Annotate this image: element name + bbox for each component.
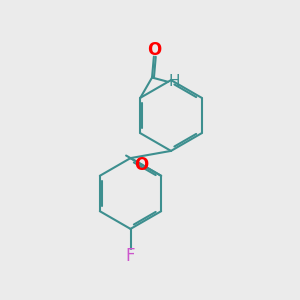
Text: H: H: [169, 74, 180, 89]
Text: O: O: [134, 155, 149, 173]
Text: O: O: [147, 41, 161, 59]
Text: F: F: [126, 247, 135, 265]
